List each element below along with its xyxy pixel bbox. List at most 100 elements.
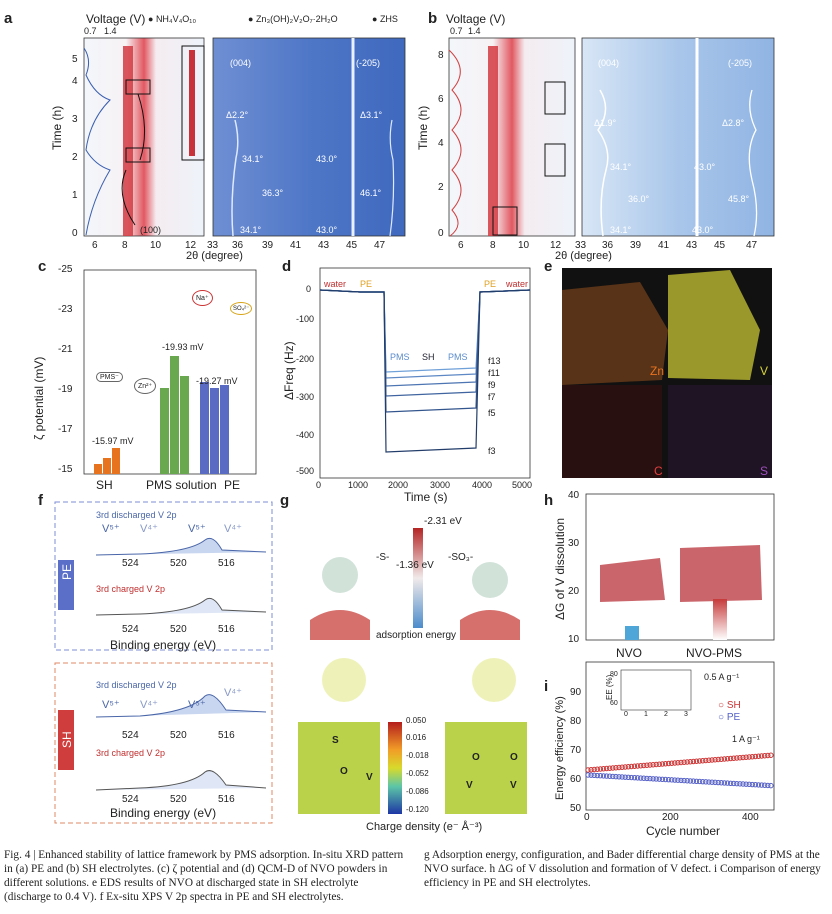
- i-point-sh: [687, 759, 693, 765]
- i-point-sh: [675, 760, 681, 766]
- d-h-f5: f5: [488, 408, 496, 418]
- i-inset-xtick-0: 0: [624, 711, 628, 718]
- a-ann-004: (004): [230, 58, 252, 68]
- panel-d-chart: [319, 267, 531, 479]
- a-xtick-l-3: 12: [185, 240, 197, 251]
- c-so-tag: SO₄²⁻: [230, 302, 253, 315]
- e-zn: Zn: [650, 364, 665, 378]
- panel-label-h: h: [544, 492, 554, 509]
- f-xtick-4b: 520: [170, 794, 187, 805]
- e-c: C: [654, 464, 663, 478]
- b-xtick-r-4: 43: [686, 240, 698, 251]
- i-ytick-3: 80: [570, 716, 582, 727]
- i-xtick-2: 400: [742, 812, 759, 823]
- i-point-sh: [653, 761, 659, 768]
- i-point-pe: [644, 775, 650, 782]
- i-point-sh: [740, 754, 746, 761]
- g-atom-o3: O: [510, 752, 518, 763]
- b-xtick-r-6: 47: [746, 240, 758, 251]
- i-point-pe: [731, 780, 737, 787]
- i-point-pe: [762, 782, 768, 788]
- b-ytick-1: 2: [438, 182, 444, 193]
- i-point-sh: [765, 752, 771, 759]
- i-point-pe: [669, 777, 675, 783]
- i-point-pe: [662, 776, 669, 783]
- b-ann-3: 36.0°: [628, 194, 650, 204]
- i-point-pe: [727, 780, 734, 786]
- f-xtick-4c: 516: [218, 794, 235, 805]
- b-voltage-tick-1: 0.7: [450, 26, 463, 36]
- g-cbar-3: -0.052: [406, 769, 429, 778]
- d-xtick-5: 5000: [512, 480, 533, 490]
- i-point-sh: [625, 764, 631, 770]
- i-point-sh: [755, 753, 762, 759]
- i-point-sh: [693, 758, 700, 764]
- i-xtick-1: 200: [662, 812, 679, 823]
- f-xtick-2b: 520: [170, 624, 187, 635]
- f-peak-3: V⁵⁺: [188, 523, 206, 535]
- i-point-sh: [737, 755, 743, 761]
- i-point-sh: [613, 765, 619, 771]
- i-point-pe: [678, 777, 684, 784]
- i-point-sh: [647, 762, 653, 768]
- i-inset-xtick-3: 3: [684, 711, 688, 718]
- i-point-pe: [758, 782, 765, 788]
- i-point-sh: [603, 765, 610, 772]
- i-point-sh: [703, 757, 709, 764]
- c-bar: [170, 356, 179, 474]
- a-ylabel: Time (h): [50, 105, 64, 150]
- b-xtick-l-2: 10: [518, 240, 530, 251]
- i-point-sh: [712, 757, 718, 763]
- i-point-sh: [650, 762, 656, 768]
- a-xtick-r-3: 41: [290, 240, 302, 251]
- d-h-f3: f3: [488, 446, 496, 456]
- d-ytick-1: -100: [296, 314, 315, 324]
- a-voltage-title: Voltage (V): [86, 12, 146, 26]
- b-ann-delta1: Δ1.9°: [594, 118, 617, 128]
- d-h-f13: f13: [488, 356, 501, 366]
- g-cbar-2: -0.018: [406, 751, 429, 760]
- i-point-pe: [740, 781, 746, 787]
- i-point-pe: [607, 773, 613, 779]
- i-point-pe: [588, 772, 594, 778]
- i-point-sh: [619, 764, 625, 770]
- i-point-sh: [724, 756, 731, 762]
- i-point-sh: [600, 766, 607, 772]
- f-xtick-2a: 524: [122, 624, 139, 635]
- i-point-pe: [591, 772, 597, 779]
- i-point-sh: [746, 754, 752, 760]
- a-xtick-r-6: 47: [374, 240, 386, 251]
- i-point-pe: [768, 782, 774, 789]
- b-ytick-4: 8: [438, 50, 444, 61]
- f-peak-6: V⁴⁺: [140, 699, 158, 711]
- i-point-sh: [594, 766, 600, 772]
- f-peak-2: V⁴⁺: [140, 523, 158, 535]
- panel-label-b: b: [428, 10, 438, 27]
- i-point-sh: [672, 760, 678, 766]
- a-ytick-5: 5: [72, 54, 78, 65]
- b-ytick-0: 0: [438, 228, 444, 239]
- c-val-pms: -19.93 mV: [162, 342, 204, 352]
- f-charged-1: 3rd charged V 2p: [96, 584, 166, 594]
- a-legend-1-text: NH₄V₄O₁₀: [155, 14, 197, 24]
- a-legend-3: ● ZHS: [372, 14, 398, 24]
- b-xtick-r-0: 33: [575, 240, 587, 251]
- panel-label-d: d: [282, 258, 292, 275]
- f-xlabel-1: Binding energy (eV): [110, 638, 217, 652]
- a-ann-1: 34.1°: [242, 154, 264, 164]
- i-point-pe: [619, 774, 625, 780]
- i-point-sh: [610, 765, 616, 771]
- i-point-sh: [706, 757, 712, 763]
- i-point-pe: [616, 774, 622, 780]
- i-point-pe: [752, 782, 759, 788]
- g-atom-v2: V: [466, 780, 473, 791]
- c-bar: [200, 382, 209, 474]
- a-legend-3-text: ZHS: [379, 14, 398, 24]
- i-point-pe: [734, 780, 740, 787]
- a-ann-3: 36.3°: [262, 188, 284, 198]
- d-lbl-pe1: PE: [360, 279, 373, 289]
- a-ytick-4: 4: [72, 76, 78, 87]
- i-point-sh: [662, 761, 669, 767]
- i-point-sh: [743, 754, 749, 760]
- i-point-sh: [607, 765, 613, 771]
